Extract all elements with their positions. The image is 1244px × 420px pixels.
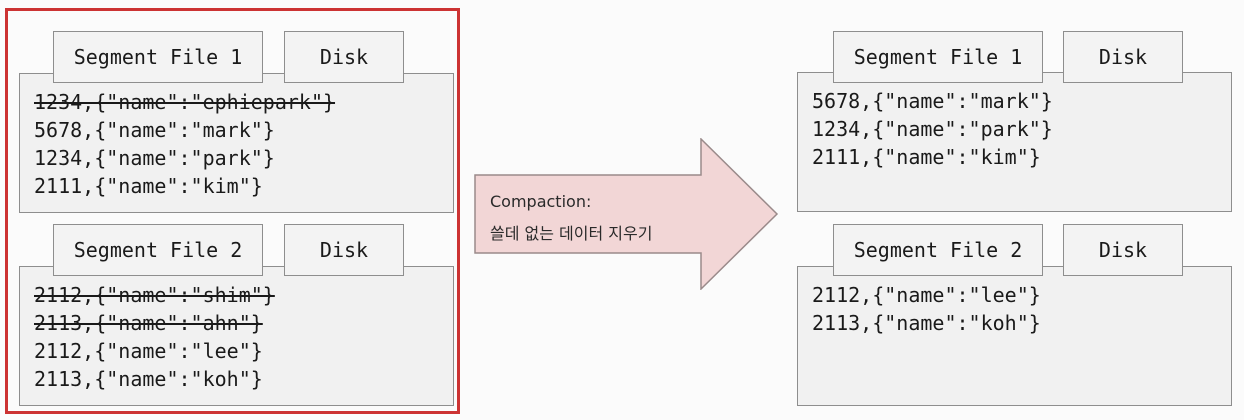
right-segment-1-title: Segment File 1 [853,45,1023,69]
left-segment-2-box: 2112,{"name":"shim"} 2113,{"name":"ahn"}… [19,266,454,406]
record-row: 1234,{"name":"park"} [34,146,275,170]
compaction-arrow [474,138,779,290]
left-segment-2-title: Segment File 2 [73,238,243,262]
left-segment-2-rows: 2112,{"name":"shim"} 2113,{"name":"ahn"}… [34,281,275,393]
record-row: 5678,{"name":"mark"} [34,118,275,142]
right-segment-2-disk-tab: Disk [1063,224,1183,276]
left-segment-2-disk-tab: Disk [284,224,404,276]
right-segment-2-rows: 2112,{"name":"lee"} 2113,{"name":"koh"} [812,281,1041,337]
right-segment-1-disk-tab: Disk [1063,31,1183,83]
left-segment-1-rows: 1234,{"name":"ephiepark"} 5678,{"name":"… [34,88,335,200]
record-row: 2111,{"name":"kim"} [34,174,263,198]
record-row: 2113,{"name":"ahn"} [34,311,263,335]
left-segment-2-disk-label: Disk [319,238,369,262]
compaction-arrow-shape [474,138,779,290]
left-segment-1-title-tab: Segment File 1 [53,31,263,83]
record-row: 2112,{"name":"lee"} [812,283,1041,307]
right-segment-2-title: Segment File 2 [853,238,1023,262]
before-compaction-highlight [5,8,460,414]
record-row: 2113,{"name":"koh"} [812,311,1041,335]
left-segment-1-title: Segment File 1 [73,45,243,69]
compaction-label: Compaction: [490,192,592,211]
right-segment-1-box: 5678,{"name":"mark"} 1234,{"name":"park"… [797,72,1232,212]
right-segment-1-disk-label: Disk [1098,45,1148,69]
left-segment-1-disk-tab: Disk [284,31,404,83]
record-row: 1234,{"name":"ephiepark"} [34,90,336,114]
left-segment-1-box: 1234,{"name":"ephiepark"} 5678,{"name":"… [19,73,454,213]
record-row: 5678,{"name":"mark"} [812,89,1053,113]
record-row: 2111,{"name":"kim"} [812,145,1041,169]
right-segment-1-title-tab: Segment File 1 [833,31,1043,83]
record-row: 1234,{"name":"park"} [812,117,1053,141]
record-row: 2112,{"name":"shim"} [34,283,275,307]
right-segment-2-title-tab: Segment File 2 [833,224,1043,276]
compaction-description: 쓸데 없는 데이터 지우기 [490,224,653,243]
right-segment-2-disk-label: Disk [1098,238,1148,262]
right-segment-2-box: 2112,{"name":"lee"} 2113,{"name":"koh"} [797,266,1232,406]
record-row: 2112,{"name":"lee"} [34,339,263,363]
left-segment-1-disk-label: Disk [319,45,369,69]
right-segment-1-rows: 5678,{"name":"mark"} 1234,{"name":"park"… [812,87,1053,171]
record-row: 2113,{"name":"koh"} [34,367,263,391]
left-segment-2-title-tab: Segment File 2 [53,224,263,276]
